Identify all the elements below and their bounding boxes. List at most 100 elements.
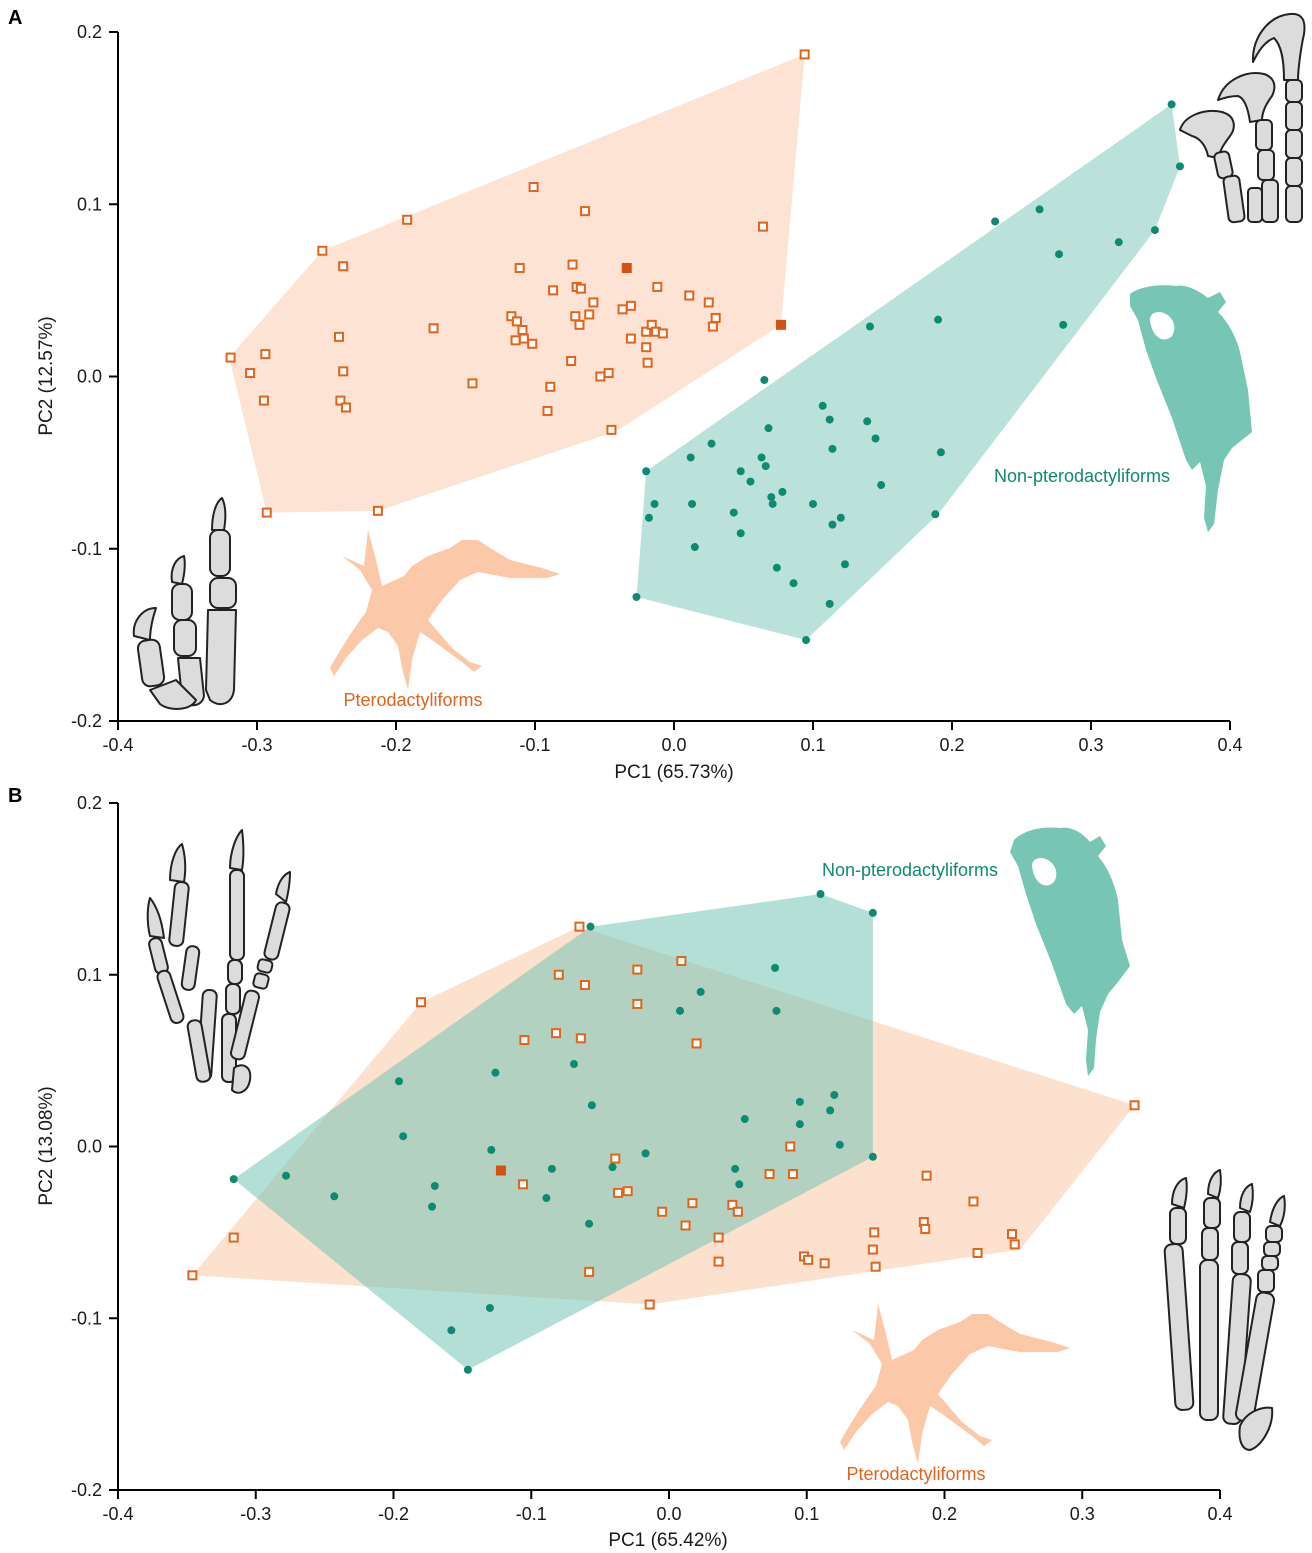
pterodactyliform-point bbox=[584, 1266, 595, 1277]
pterodactyliform-point bbox=[641, 342, 652, 353]
pterodactyliform-point bbox=[676, 956, 687, 967]
non-pterodactyliform-point bbox=[569, 1060, 578, 1069]
non-pterodactyliform-point bbox=[641, 1149, 650, 1158]
pterodactyliform-filled-point bbox=[621, 262, 632, 273]
non-pterodactyliform-point bbox=[934, 315, 943, 324]
pterodactyliform-point bbox=[764, 1168, 775, 1179]
pterodactyliform-point bbox=[732, 1206, 743, 1217]
pterodactyliform-point bbox=[428, 323, 439, 334]
non-pterodactyliform-point bbox=[868, 908, 877, 917]
non-pterodactyliform-point bbox=[585, 1219, 594, 1228]
non-pterodactyliform-point bbox=[686, 453, 695, 462]
pterodactyliform-point bbox=[588, 297, 599, 308]
non-pterodactyliform-point bbox=[736, 529, 745, 538]
pterodactyliform-point bbox=[335, 395, 346, 406]
non-pterodactyliform-point bbox=[818, 401, 827, 410]
pterodactyliform-point bbox=[545, 381, 556, 392]
x-tick-label: 0.1 bbox=[794, 1504, 819, 1524]
non-pterodactyliform-point bbox=[772, 1006, 781, 1015]
x-tick-label: 0.3 bbox=[1078, 735, 1103, 755]
pterodactyliform-point bbox=[657, 328, 668, 339]
pterodactyliform-point bbox=[799, 49, 810, 60]
non-pterodactyliform-point bbox=[840, 560, 849, 569]
x-axis-title-b: PC1 (65.42%) bbox=[608, 1530, 727, 1551]
panel-letter-b: B bbox=[8, 785, 22, 807]
pterodactyliforms-label-a: Pterodactyliforms bbox=[343, 690, 482, 710]
pterodactyliform-point bbox=[551, 1028, 562, 1039]
pterodactyliform-point bbox=[317, 245, 328, 256]
pterodactyliform-point bbox=[261, 507, 272, 518]
panel-a: A bbox=[8, 7, 1306, 783]
non-pterodactyliform-point bbox=[736, 467, 745, 476]
pterodactyliform-point bbox=[869, 1227, 880, 1238]
x-tick-label: 0.3 bbox=[1070, 1504, 1095, 1524]
three-finger-hand-icon bbox=[132, 497, 237, 710]
non-pterodactyliform-point bbox=[746, 477, 755, 486]
pterodactyliform-point bbox=[1009, 1239, 1020, 1250]
pterodactyliform-point bbox=[519, 1035, 530, 1046]
ticks-b: -0.4 -0.3 -0.2 -0.1 0.0 0.1 0.2 0.3 0.4 -0.2 -0.1 0… bbox=[71, 793, 1233, 1524]
pterodactyliform-point bbox=[622, 1186, 633, 1197]
pterodactyliform-point bbox=[867, 1244, 878, 1255]
non-pterodactyliforms-label-a: Non-pterodactyliforms bbox=[994, 466, 1170, 486]
y-tick-label: 0.0 bbox=[77, 1137, 102, 1157]
pterodactyliform-point bbox=[334, 331, 345, 342]
x-tick-label: 0.0 bbox=[661, 735, 686, 755]
y-tick-label: -0.2 bbox=[71, 711, 102, 731]
non-pterodactyliform-point bbox=[757, 453, 766, 462]
pterodactyliform-point bbox=[467, 378, 478, 389]
y-tick-label: 0.0 bbox=[77, 367, 102, 387]
pterodactyliform-point bbox=[566, 355, 577, 366]
pterodactyliform-point bbox=[968, 1196, 979, 1207]
non-pterodactyliform-point bbox=[447, 1326, 456, 1335]
pterodactyliform-point bbox=[921, 1170, 932, 1181]
four-finger-foot-icon bbox=[1163, 1169, 1286, 1451]
pterodactyliform-point bbox=[613, 1187, 624, 1198]
panel-letter-a: A bbox=[8, 7, 22, 29]
long-finger-hand-icon bbox=[146, 829, 291, 1094]
pterodactyliform-point bbox=[713, 1256, 724, 1267]
x-tick-label: 0.2 bbox=[932, 1504, 957, 1524]
clawed-hand-icon bbox=[1179, 12, 1306, 224]
y-tick-label: 0.2 bbox=[77, 22, 102, 42]
pterodactyliform-point bbox=[603, 368, 614, 379]
non-pterodactyliforms-label-b: Non-pterodactyliforms bbox=[822, 860, 998, 880]
pterodactyliform-point bbox=[703, 297, 714, 308]
non-pterodactyliform-point bbox=[1035, 205, 1044, 214]
non-pterodactyliform-point bbox=[871, 434, 880, 443]
panel-b: B bbox=[8, 785, 1286, 1551]
non-pterodactyliform-point bbox=[877, 481, 886, 490]
pterodactyliform-point bbox=[680, 1220, 691, 1231]
pterodactyliform-point bbox=[260, 349, 271, 360]
non-pterodactyliform-point bbox=[1114, 238, 1123, 247]
pterodactyliform-point bbox=[972, 1247, 983, 1258]
x-tick-label: -0.1 bbox=[519, 735, 550, 755]
non-pterodactyliform-point bbox=[491, 1068, 500, 1077]
pterodactyliform-point bbox=[713, 1232, 724, 1243]
non-pterodactyliform-point bbox=[542, 1194, 551, 1203]
non-pterodactyliform-point bbox=[729, 508, 738, 517]
non-pterodactyliform-silhouette-icon bbox=[1130, 285, 1252, 532]
pterodactyliform-point bbox=[641, 326, 652, 337]
non-pterodactyliform-point bbox=[809, 499, 817, 508]
pterodactyliform-point bbox=[527, 338, 538, 349]
pterodactyliform-point bbox=[757, 221, 768, 232]
non-pterodactyliform-point bbox=[485, 1303, 494, 1312]
non-pterodactyliform-point bbox=[1055, 250, 1064, 259]
non-pterodactyliform-point bbox=[865, 322, 874, 331]
points-a bbox=[225, 49, 1184, 645]
non-pterodactyliform-point bbox=[816, 890, 825, 899]
pterodactyliform-point bbox=[517, 324, 528, 335]
pterodactyliform-silhouette-icon bbox=[330, 530, 560, 690]
non-pterodactyliform-point bbox=[399, 1132, 408, 1141]
non-pterodactyliform-point bbox=[1175, 162, 1184, 171]
y-tick-label: -0.1 bbox=[71, 539, 102, 559]
pterodactyliform-point bbox=[402, 214, 413, 225]
non-pterodactyliform-point bbox=[795, 1120, 804, 1129]
non-pterodactyliform-point bbox=[587, 1101, 596, 1110]
pterodactyliform-point bbox=[642, 357, 653, 368]
non-pterodactyliform-point bbox=[991, 217, 1000, 226]
non-pterodactyliform-point bbox=[676, 1006, 685, 1015]
pterodactyliform-filled-point bbox=[776, 319, 787, 330]
pterodactyliform-point bbox=[372, 505, 383, 516]
